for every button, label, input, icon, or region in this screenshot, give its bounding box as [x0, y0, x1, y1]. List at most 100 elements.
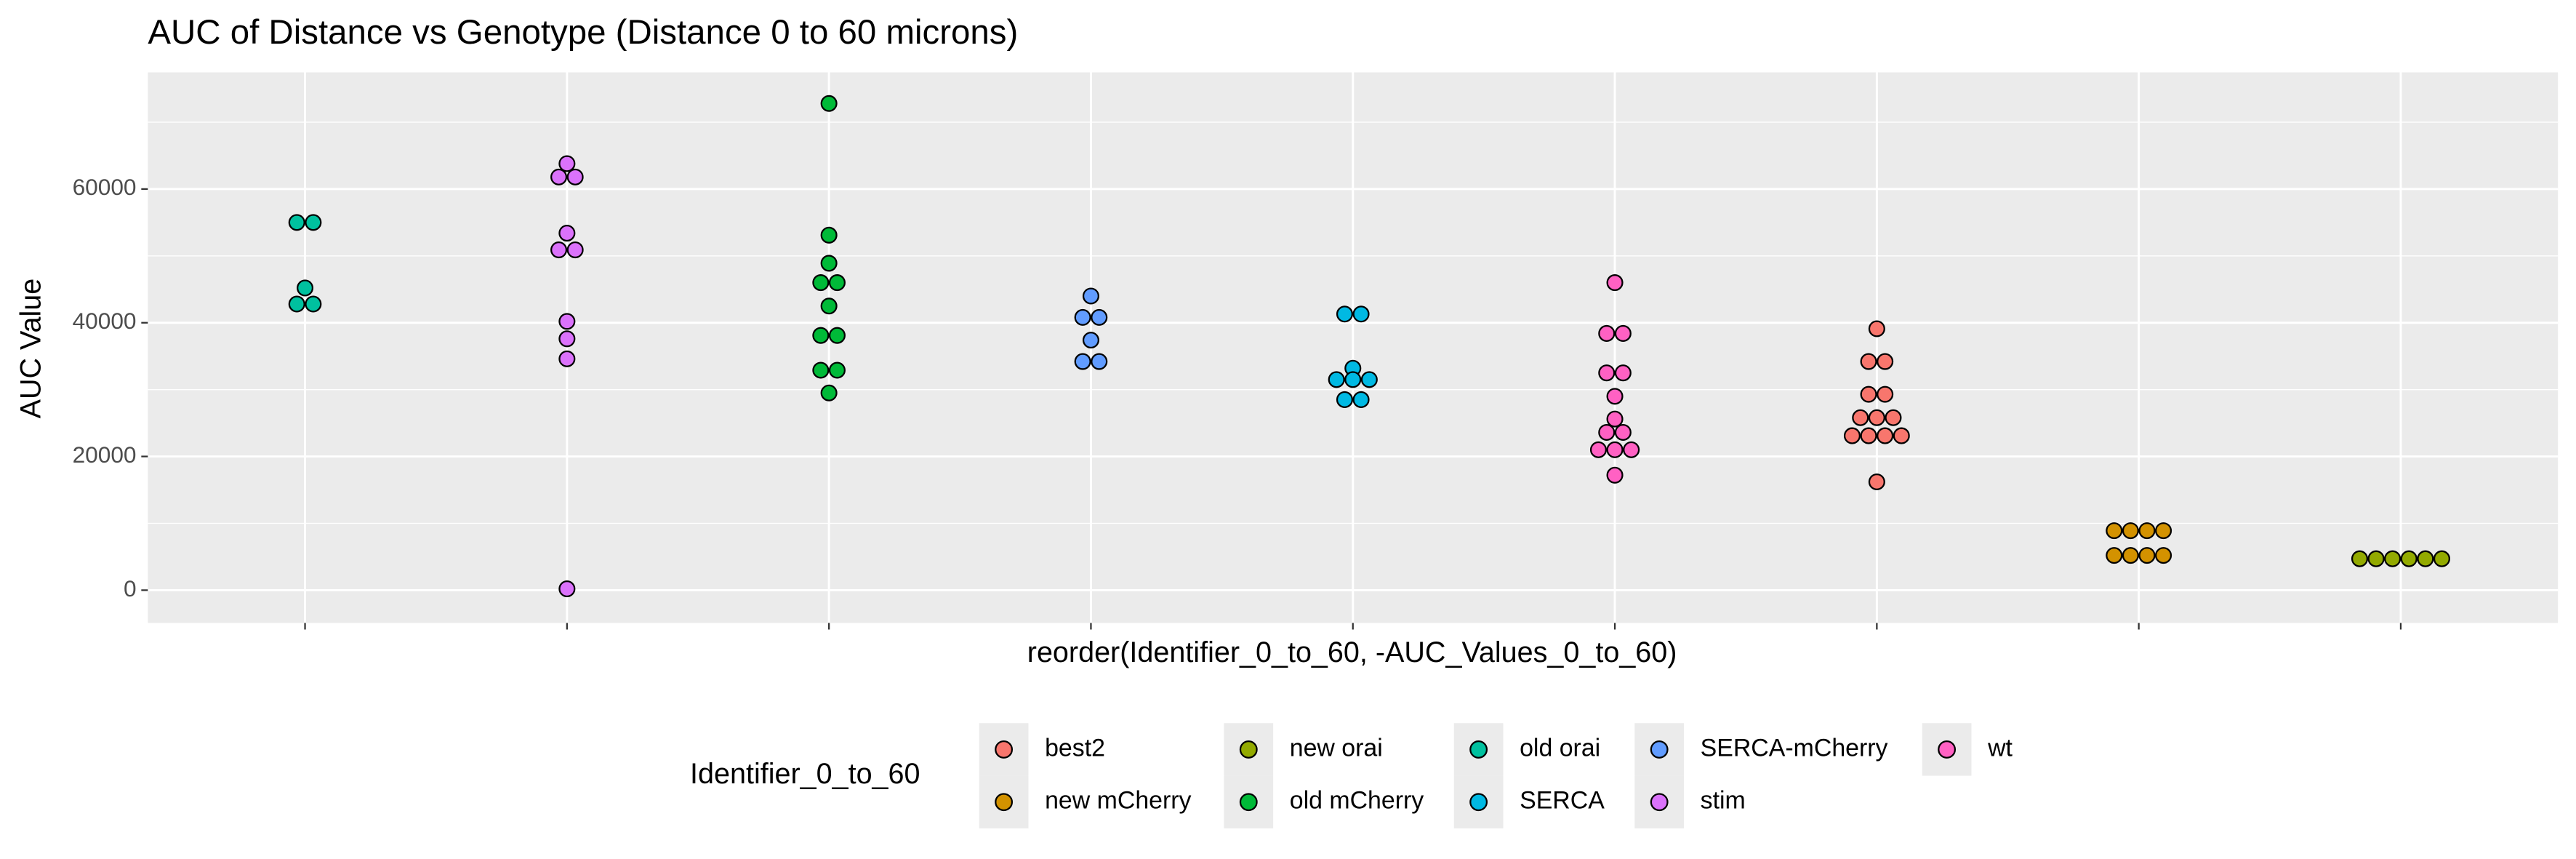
dot	[828, 327, 846, 344]
dot	[566, 241, 584, 259]
dot	[1336, 391, 1353, 408]
dot	[2122, 522, 2139, 540]
legend-label: new orai	[1290, 734, 1383, 762]
chart-title: AUC of Distance vs Genotype (Distance 0 …	[148, 13, 1018, 52]
y-tick-label: 0	[124, 575, 137, 602]
dot	[812, 274, 830, 292]
dot	[288, 295, 305, 313]
dot	[1614, 324, 1632, 342]
dot	[1336, 305, 1353, 323]
dot	[820, 384, 838, 401]
legend-marker	[995, 740, 1014, 759]
dot	[2155, 547, 2172, 564]
legend-title: Identifier_0_to_60	[690, 758, 920, 790]
dot	[2106, 522, 2123, 540]
dot	[1606, 274, 1624, 292]
dot	[1893, 427, 1910, 444]
dot	[1860, 353, 1877, 370]
dot	[2384, 550, 2402, 567]
dot	[1843, 427, 1861, 444]
legend: best2 new mCherry new orai old mCherry old o…	[979, 723, 2013, 828]
legend-marker	[1469, 793, 1488, 812]
legend-label: stim	[1701, 787, 1746, 815]
dot	[1328, 371, 1345, 388]
dot	[2351, 550, 2368, 567]
y-tick-label: 20000	[73, 442, 137, 468]
dot	[1352, 305, 1370, 323]
dot	[1598, 324, 1616, 342]
dot	[1360, 371, 1378, 388]
y-tick-label: 40000	[73, 308, 137, 334]
dot	[1623, 441, 1640, 458]
dot	[1082, 332, 1099, 349]
dot	[820, 255, 838, 272]
dot	[1091, 308, 1108, 326]
dot	[1877, 427, 1894, 444]
dot	[297, 279, 314, 297]
dot	[288, 214, 305, 231]
dot	[812, 361, 830, 379]
legend-label: SERCA	[1520, 787, 1605, 815]
dot	[1091, 353, 1108, 370]
dot	[558, 580, 576, 598]
dot	[1074, 308, 1091, 326]
dot	[1598, 364, 1616, 382]
dot	[305, 295, 322, 313]
dot	[1852, 409, 1869, 426]
dot	[820, 226, 838, 244]
dot	[1344, 371, 1362, 388]
dot	[550, 241, 568, 259]
dot	[1589, 441, 1607, 458]
dot	[2367, 550, 2385, 567]
legend-marker	[995, 793, 1014, 812]
dot	[820, 95, 838, 112]
dot	[2138, 547, 2156, 564]
dot	[558, 225, 576, 242]
dot	[2106, 547, 2123, 564]
dot	[305, 214, 322, 231]
dot	[828, 361, 846, 379]
dot	[828, 274, 846, 292]
dot	[558, 330, 576, 348]
dot	[1868, 320, 1885, 337]
dot	[1860, 427, 1877, 444]
dot	[1074, 353, 1091, 370]
dot	[2138, 522, 2156, 540]
legend-label: SERCA-mCherry	[1701, 734, 1888, 762]
y-tick-label: 60000	[73, 174, 137, 200]
dot	[1877, 353, 1894, 370]
dot	[1860, 385, 1877, 403]
dot	[1352, 391, 1370, 408]
dot	[1614, 364, 1632, 382]
dot	[1885, 409, 1902, 426]
dot	[2400, 550, 2417, 567]
dot	[2417, 550, 2434, 567]
legend-label: best2	[1045, 734, 1105, 762]
dot	[2122, 547, 2139, 564]
dot	[558, 155, 576, 172]
legend-label: old mCherry	[1290, 787, 1424, 815]
dot	[1614, 423, 1632, 442]
dot	[1606, 441, 1624, 458]
dot	[558, 313, 576, 330]
legend-label: wt	[1987, 734, 2013, 762]
dot	[2433, 550, 2450, 567]
legend-marker	[1650, 740, 1669, 759]
legend-marker	[1650, 793, 1669, 812]
legend-marker	[1239, 740, 1258, 759]
y-axis-label: AUC Value	[15, 279, 47, 419]
dot	[1082, 287, 1099, 305]
dot	[558, 350, 576, 367]
legend-marker	[1239, 793, 1258, 812]
x-axis-label: reorder(Identifier_0_to_60, -AUC_Values_…	[1027, 636, 1677, 668]
dot	[1598, 423, 1616, 442]
legend-marker	[1938, 740, 1957, 759]
dot	[566, 168, 584, 185]
dot	[1877, 385, 1894, 403]
legend-label: new mCherry	[1045, 787, 1191, 815]
dot	[550, 168, 568, 185]
dot	[1606, 388, 1624, 405]
legend-marker	[1469, 740, 1488, 759]
